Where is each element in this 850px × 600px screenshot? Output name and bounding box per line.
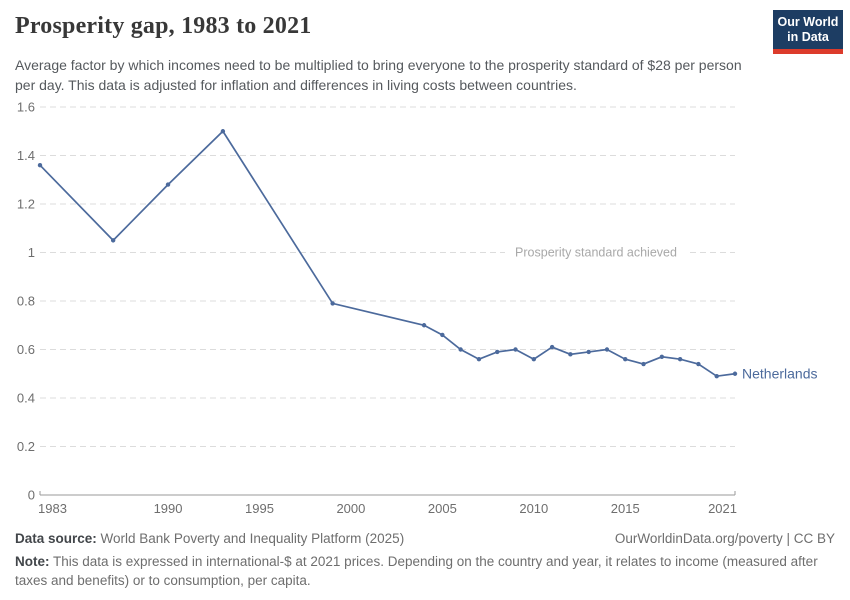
data-point-marker: [513, 347, 518, 352]
series-end-label[interactable]: Netherlands: [742, 365, 818, 381]
owid-logo[interactable]: Our World in Data: [773, 10, 843, 54]
y-tick-label: 0.2: [17, 439, 35, 454]
data-point-marker: [165, 182, 171, 187]
page-title: Prosperity gap, 1983 to 2021: [15, 13, 312, 39]
footer-source-row: Data source: World Bank Poverty and Ineq…: [15, 531, 835, 546]
note-text: This data is expressed in international-…: [15, 554, 818, 588]
y-tick-label: 0.4: [17, 391, 35, 406]
y-tick-label: 1: [28, 245, 35, 260]
data-point-marker: [732, 371, 738, 376]
y-tick-label: 1.6: [17, 100, 35, 115]
x-tick-label: 2000: [336, 501, 365, 516]
data-point-marker: [549, 344, 555, 350]
data-point-marker: [110, 238, 116, 243]
note-label: Note:: [15, 554, 50, 569]
data-point-marker: [604, 347, 610, 352]
owid-logo-line2: in Data: [787, 30, 829, 44]
y-axis-labels: 0 0.2 0.4 0.6 0.8 1 1.2 1.4 1.6: [17, 100, 35, 503]
data-source: Data source: World Bank Poverty and Ineq…: [15, 531, 404, 546]
data-point-marker: [659, 354, 665, 359]
data-point-marker: [696, 361, 701, 367]
data-point-marker: [495, 349, 500, 355]
data-point-marker: [330, 301, 335, 306]
x-tick-label: 2015: [611, 501, 640, 516]
data-point-marker: [476, 357, 482, 362]
data-point-marker: [714, 373, 719, 379]
data-source-label: Data source:: [15, 531, 97, 546]
data-source-text: World Bank Poverty and Inequality Platfo…: [96, 531, 405, 546]
x-tick-label: 2005: [428, 501, 457, 516]
footer-note-row: Note: This data is expressed in internat…: [15, 552, 828, 590]
data-point-marker: [531, 357, 537, 362]
x-tick-label: 1983: [38, 501, 67, 516]
data-point-marker: [458, 347, 463, 352]
owid-logo-line1: Our World: [777, 15, 839, 29]
data-point-marker: [440, 332, 445, 338]
svg-text:Prosperity standard achieved: Prosperity standard achieved: [515, 246, 677, 260]
data-point-marker: [641, 361, 646, 367]
data-point-marker: [220, 129, 226, 134]
y-tick-label: 0.6: [17, 342, 35, 357]
data-point-marker: [677, 357, 683, 362]
x-tick-label: 1995: [245, 501, 274, 516]
x-tick-label: 1990: [154, 501, 183, 516]
x-axis: 1983 1990 1995 2000 2005 2010 2015 2021: [38, 491, 737, 516]
data-point-marker: [421, 323, 427, 328]
y-tick-label: 1.4: [17, 148, 35, 163]
y-tick-label: 1.2: [17, 197, 35, 212]
data-point-marker: [623, 357, 628, 362]
owid-link[interactable]: OurWorldinData.org/poverty | CC BY: [614, 531, 835, 546]
y-tick-label: 0: [28, 488, 35, 503]
data-point-marker: [586, 349, 591, 355]
data-point-marker: [568, 352, 573, 357]
data-point-marker: [37, 163, 43, 168]
gridlines: [40, 106, 735, 447]
x-tick-label: 2021: [708, 501, 737, 516]
prosperity-standard-annotation: Prosperity standard achieved: [505, 244, 687, 261]
y-tick-label: 0.8: [17, 294, 35, 309]
x-tick-label: 2010: [519, 501, 548, 516]
chart-subtitle: Average factor by which incomes need to …: [15, 57, 742, 93]
series-netherlands[interactable]: Netherlands: [37, 129, 818, 381]
